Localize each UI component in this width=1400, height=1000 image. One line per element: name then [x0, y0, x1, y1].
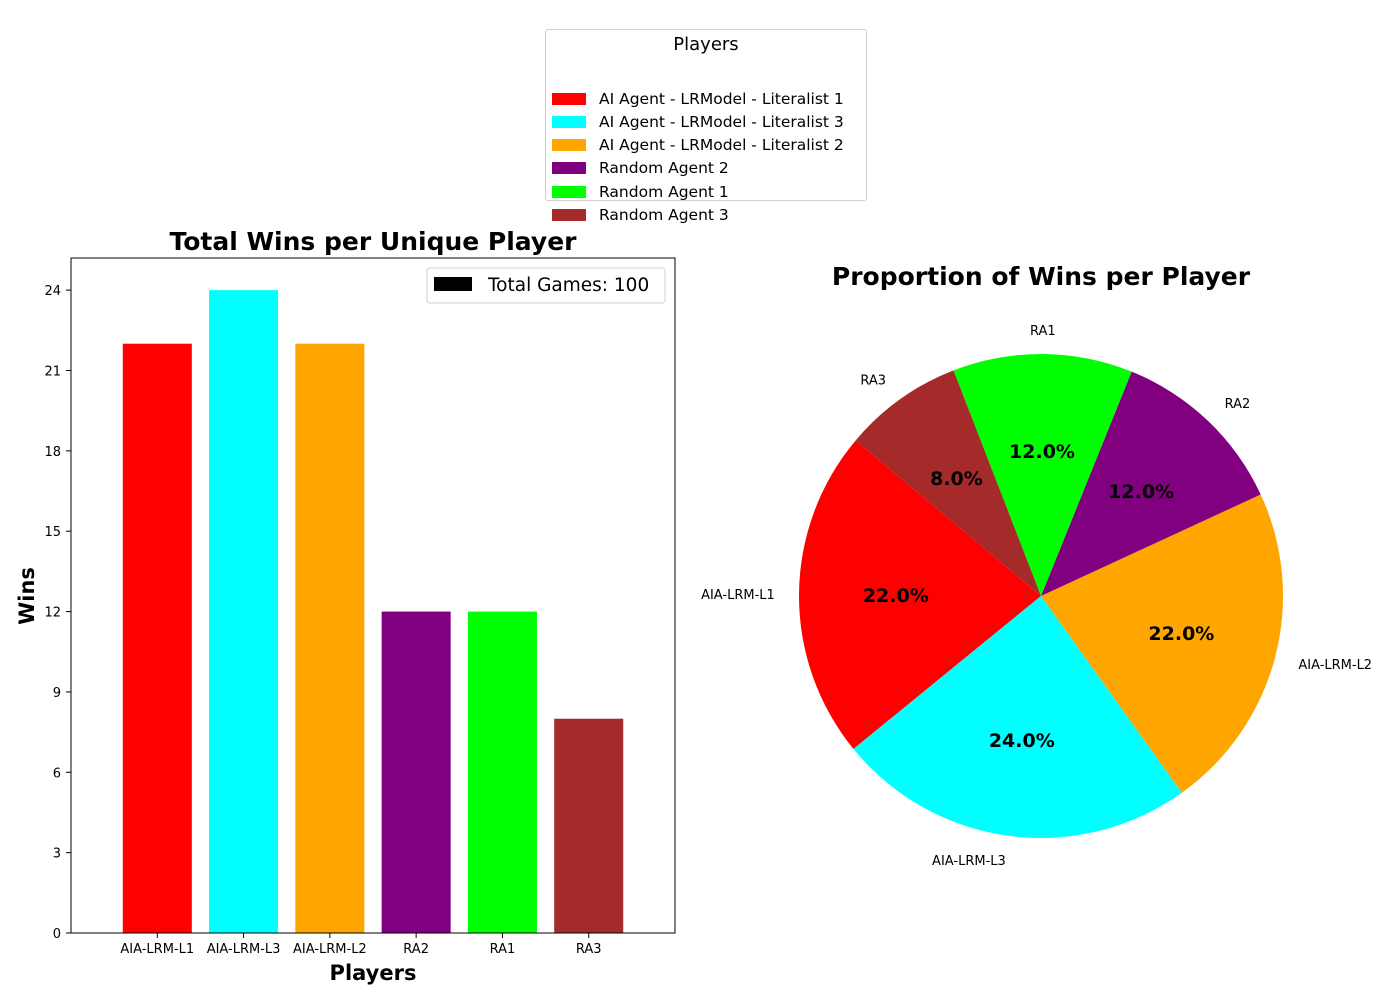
x-tick-label: RA3 [576, 942, 602, 957]
pie-slice-label: AIA-LRM-L2 [1298, 658, 1372, 673]
bar [209, 290, 278, 933]
y-tick-label: 9 [53, 686, 61, 701]
pie-slice-label: AIA-LRM-L1 [701, 588, 775, 603]
y-tick-label: 6 [53, 766, 61, 781]
pie-percent-label: 24.0% [989, 730, 1055, 752]
bar-chart: AIA-LRM-L1 AIA-LRM-L3 AIA-LRM-L2 RA2 RA1 RA3 0… [44, 284, 623, 957]
bar [382, 612, 451, 933]
y-tick-label: 18 [44, 445, 61, 460]
bar [468, 612, 537, 933]
x-tick-label: AIA-LRM-L2 [293, 942, 367, 957]
y-tick-label: 21 [44, 365, 61, 380]
pie-percent-label: 22.0% [863, 585, 929, 607]
pie-percent-label: 8.0% [930, 468, 983, 490]
pie-slice-label: RA3 [860, 374, 886, 389]
bar-legend-label: Total Games: 100 [487, 275, 649, 296]
bar-legend: Total Games: 100 [427, 268, 665, 303]
y-tick-label: 0 [53, 927, 61, 942]
pie-percent-label: 12.0% [1009, 441, 1075, 463]
pie-chart: 22.0% AIA-LRM-L1 24.0% AIA-LRM-L3 22.0% AIA-L… [701, 324, 1372, 869]
pie-slice-label: RA2 [1225, 397, 1251, 412]
x-tick-label: RA2 [403, 942, 429, 957]
x-tick-label: AIA-LRM-L1 [120, 942, 194, 957]
y-tick-label: 3 [53, 847, 61, 862]
pie-slice-label: RA1 [1030, 324, 1056, 339]
pie-percent-label: 22.0% [1148, 623, 1214, 645]
pie-chart-title: Proportion of Wins per Player [832, 262, 1251, 291]
x-tick-label: RA1 [490, 942, 516, 957]
y-axis-label: Wins [15, 567, 39, 625]
bar [554, 719, 623, 933]
bar-legend-swatch [434, 277, 472, 291]
y-tick-label: 24 [44, 284, 61, 299]
y-tick-label: 15 [44, 525, 61, 540]
x-tick-label: AIA-LRM-L3 [207, 942, 281, 957]
bar-chart-title: Total Wins per Unique Player [169, 227, 577, 256]
pie-slice-label: AIA-LRM-L3 [932, 854, 1006, 869]
y-tick-label: 12 [44, 606, 61, 621]
x-axis-label: Players [330, 961, 417, 985]
pie-percent-label: 12.0% [1108, 481, 1174, 503]
bar [123, 344, 192, 933]
bar [295, 344, 364, 933]
